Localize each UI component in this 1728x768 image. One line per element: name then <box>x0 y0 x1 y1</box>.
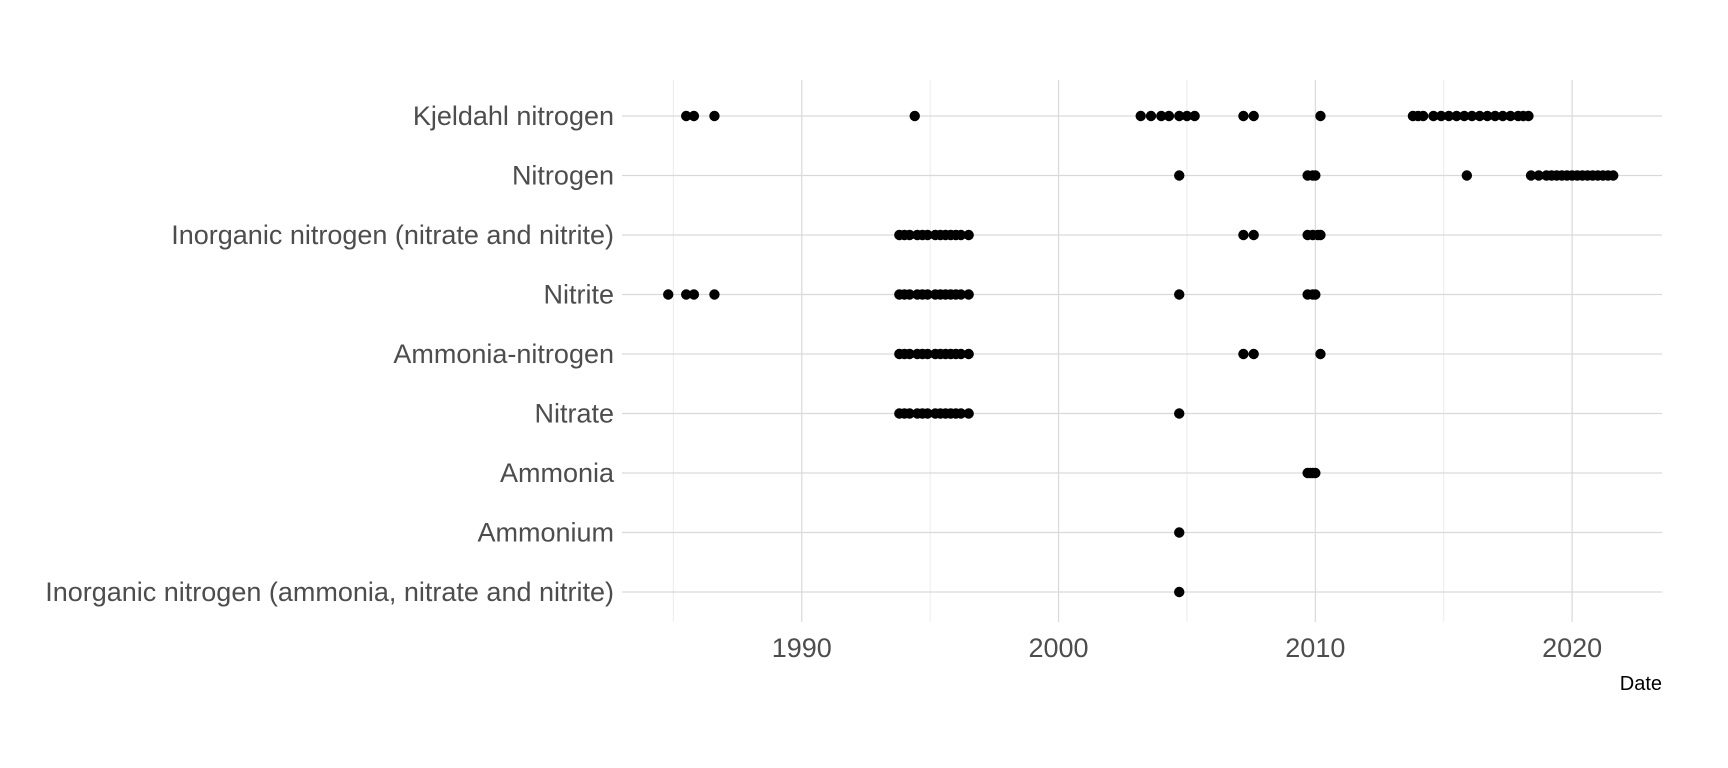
y-category-label: Nitrite <box>543 280 614 310</box>
data-point <box>1482 110 1493 122</box>
x-axis-title: Date <box>1620 673 1662 695</box>
y-axis-labels: Kjeldahl nitrogen Nitrogen Inorganic nitro… <box>45 101 615 607</box>
data-point <box>1174 170 1185 181</box>
data-point <box>1533 170 1544 181</box>
data-point <box>1497 110 1508 122</box>
y-category-label: Ammonium <box>477 518 614 548</box>
data-point <box>1174 408 1185 419</box>
data-point <box>1248 348 1259 360</box>
data-point <box>680 289 692 300</box>
data-point <box>955 289 967 300</box>
data-point <box>1608 170 1619 181</box>
data-point <box>688 110 700 122</box>
data-point <box>1238 229 1249 241</box>
data-point <box>1523 110 1534 122</box>
data-point <box>1428 110 1439 122</box>
data-point <box>1466 110 1478 122</box>
data-point <box>922 408 933 419</box>
y-category-label: Ammonia <box>500 458 615 488</box>
x-axis-labels: 1990 2000 2010 2020 <box>772 633 1602 663</box>
data-point <box>955 348 967 360</box>
data-point <box>904 289 915 300</box>
y-category-label: Inorganic nitrogen (nitrate and nitrite) <box>171 220 614 250</box>
data-point <box>1489 110 1501 122</box>
data-point <box>1459 110 1470 122</box>
data-points <box>663 110 1619 598</box>
data-point <box>663 289 674 300</box>
data-point <box>1163 110 1175 122</box>
data-point <box>1310 467 1321 479</box>
data-point <box>922 289 933 300</box>
data-point <box>1189 110 1200 122</box>
data-point <box>955 408 967 419</box>
y-category-label: Nitrogen <box>512 161 614 191</box>
data-point <box>1525 170 1537 181</box>
data-point <box>1451 110 1462 122</box>
data-point <box>1310 170 1321 181</box>
y-category-label: Nitrate <box>534 399 614 429</box>
data-point <box>904 348 915 360</box>
x-tick-label: 2010 <box>1285 633 1345 663</box>
data-point <box>1474 110 1485 122</box>
data-point <box>922 348 933 360</box>
data-point <box>1248 110 1259 122</box>
data-point <box>1135 110 1146 122</box>
minor-gridlines <box>672 80 1445 622</box>
data-point <box>904 408 915 419</box>
data-point <box>963 408 974 419</box>
x-tick-label: 2020 <box>1542 633 1602 663</box>
data-point <box>1315 229 1326 241</box>
data-point <box>1238 110 1249 122</box>
data-point <box>922 229 933 241</box>
y-category-label: Ammonia-nitrogen <box>393 339 614 369</box>
data-point <box>688 289 700 300</box>
data-point <box>963 348 974 360</box>
data-point <box>1238 348 1249 360</box>
data-point <box>1310 289 1321 300</box>
data-point <box>1315 110 1326 122</box>
y-category-label: Kjeldahl nitrogen <box>413 101 614 131</box>
data-point <box>1145 110 1157 122</box>
data-point <box>909 110 920 122</box>
data-point <box>963 229 974 241</box>
data-point <box>1156 110 1167 122</box>
data-point <box>1435 110 1447 122</box>
data-point <box>680 110 692 122</box>
data-point <box>709 289 720 300</box>
data-point <box>1315 348 1326 360</box>
data-point <box>904 229 915 241</box>
data-point <box>1181 110 1193 122</box>
data-point <box>1417 110 1429 122</box>
data-point <box>1461 170 1473 181</box>
data-point <box>1443 110 1455 122</box>
data-point <box>1174 110 1185 122</box>
data-point <box>709 110 720 122</box>
x-tick-label: 1990 <box>772 633 832 663</box>
data-point <box>1174 289 1185 300</box>
x-tick-label: 2000 <box>1029 633 1089 663</box>
major-gridlines <box>622 80 1662 622</box>
plot-panel <box>622 80 1662 622</box>
data-point <box>1248 229 1259 241</box>
data-point <box>1174 527 1185 538</box>
data-point <box>1174 586 1185 598</box>
y-category-label: Inorganic nitrogen (ammonia, nitrate and… <box>45 577 614 607</box>
data-point <box>963 289 974 300</box>
data-point <box>955 229 967 241</box>
data-point <box>1505 110 1516 122</box>
